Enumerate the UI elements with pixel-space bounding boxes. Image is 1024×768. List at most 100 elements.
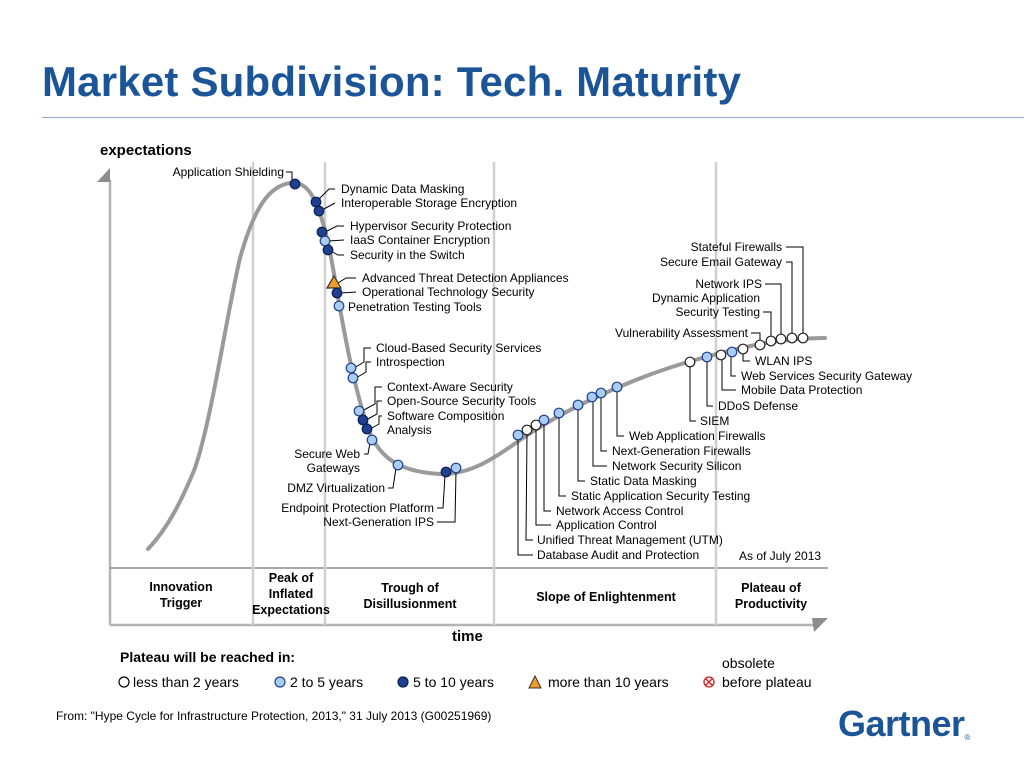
- phase-innovation-trigger: Innovation Trigger: [149, 580, 212, 610]
- label-network-access-control: Network Access Control: [556, 504, 683, 518]
- leader-network-security-silicon: [592, 401, 607, 467]
- marker-interoperable-storage-encryption: [313, 205, 325, 217]
- leader-static-application-security-testing: [558, 417, 566, 497]
- marker-software-composition-analysis: [361, 423, 373, 435]
- label-static-data-masking: Static Data Masking: [590, 474, 697, 488]
- leader-web-services-security-gateway: [730, 356, 736, 377]
- marker-static-application-security-testing: [553, 407, 565, 419]
- label-application-control: Application Control: [556, 518, 657, 532]
- marker-hypervisor-security-protection: [316, 226, 328, 238]
- x-axis-arrow: [812, 618, 828, 632]
- label-dynamic-data-masking: Dynamic Data Masking: [341, 182, 464, 196]
- marker-web-services-security-gateway: [726, 346, 738, 358]
- leader-introspection: [355, 361, 371, 379]
- label-network-security-silicon: Network Security Silicon: [612, 459, 741, 473]
- leader-interoperable-storage-encryption: [321, 202, 336, 211]
- legend-label-obsolete: obsolete: [722, 655, 775, 671]
- technology-markers: [289, 178, 809, 478]
- legend-label-5-to-10: 5 to 10 years: [413, 674, 494, 690]
- y-axis-arrow: [97, 168, 110, 182]
- x-axis-title: time: [452, 628, 483, 645]
- leader-cloud-based-security-services: [353, 347, 371, 369]
- legend-label-2-to-5: 2 to 5 years: [290, 674, 363, 690]
- label-wlan-ips: WLAN IPS: [755, 354, 812, 368]
- leader-endpoint-protection-platform: [437, 474, 446, 509]
- technology-labels: Application Shielding Dynamic Data Maskin…: [173, 165, 913, 562]
- marker-next-generation-firewalls: [595, 387, 607, 399]
- marker-siem: [684, 356, 696, 368]
- label-dynamic-application-security-testing: Dynamic Application Security Testing: [652, 291, 760, 319]
- leader-application-shielding: [286, 171, 293, 182]
- label-iaas-container-encryption: IaaS Container Encryption: [350, 233, 490, 247]
- leader-web-application-firewalls: [616, 391, 624, 437]
- leader-network-ips: [765, 283, 782, 335]
- leader-advanced-threat-detection-appliances: [337, 277, 356, 284]
- leader-security-in-the-switch: [330, 250, 344, 256]
- marker-network-ips: [775, 333, 787, 345]
- marker-dynamic-data-masking: [310, 196, 322, 208]
- leader-dmz-virtualization: [388, 467, 397, 489]
- label-security-in-the-switch: Security in the Switch: [350, 248, 465, 262]
- title-divider: [42, 117, 1024, 118]
- marker-introspection: [347, 372, 359, 384]
- label-dmz-virtualization: DMZ Virtualization: [287, 481, 385, 495]
- label-secure-email-gateway: Secure Email Gateway: [660, 255, 782, 269]
- marker-web-application-firewalls: [611, 381, 623, 393]
- marker-database-audit-and-protection: [512, 429, 524, 441]
- label-network-ips: Network IPS: [695, 277, 762, 291]
- phase-labels: Innovation Trigger Peak of Inflated Expecta…: [149, 571, 807, 617]
- axes: [97, 168, 828, 632]
- leader-iaas-container-encryption: [327, 239, 345, 242]
- phase-peak: Peak of Inflated Expectations: [252, 571, 330, 617]
- legend-marker-more-than-10: [528, 674, 542, 689]
- marker-vulnerability-assessment: [754, 339, 766, 351]
- marker-advanced-threat-detection-appliances: [325, 274, 343, 289]
- label-stateful-firewalls: Stateful Firewalls: [691, 240, 782, 254]
- leader-secure-web-gateways: [364, 442, 371, 455]
- legend-label-before-plateau: before plateau: [722, 674, 812, 690]
- label-web-application-firewalls: Web Application Firewalls: [629, 429, 766, 443]
- marker-context-aware-security: [353, 405, 365, 417]
- marker-security-in-the-switch: [322, 244, 334, 256]
- leader-software-composition-analysis: [369, 415, 382, 430]
- leader-dynamic-application-security-testing: [763, 311, 772, 337]
- marker-network-security-silicon: [586, 391, 598, 403]
- legend-heading: Plateau will be reached in:: [120, 649, 295, 665]
- label-vulnerability-assessment: Vulnerability Assessment: [615, 326, 749, 340]
- legend-marker-5-to-10: [397, 676, 409, 688]
- label-hypervisor-security-protection: Hypervisor Security Protection: [350, 219, 511, 233]
- leader-network-access-control: [543, 424, 551, 512]
- label-ddos-defense: DDoS Defense: [718, 399, 798, 413]
- label-siem: SIEM: [700, 414, 729, 428]
- page-title: Market Subdivision: Tech. Maturity: [42, 58, 742, 105]
- label-static-application-security-testing: Static Application Security Testing: [571, 489, 750, 503]
- hype-cycle-chart: expectations time As of July 2013 Innova…: [97, 142, 913, 690]
- leader-database-audit-and-protection: [517, 439, 533, 556]
- leader-next-generation-firewalls: [600, 397, 607, 452]
- legend: Plateau will be reached in: less than 2 …: [118, 649, 812, 690]
- marker-ddos-defense: [701, 351, 713, 363]
- label-database-audit-and-protection: Database Audit and Protection: [537, 548, 699, 562]
- label-advanced-threat-detection-appliances: Advanced Threat Detection Appliances: [362, 271, 569, 285]
- label-interoperable-storage-encryption: Interoperable Storage Encryption: [341, 196, 517, 210]
- leader-ddos-defense: [706, 361, 713, 407]
- leader-siem: [689, 366, 696, 422]
- y-axis-title: expectations: [100, 142, 192, 159]
- leader-vulnerability-assessment: [751, 332, 761, 341]
- leader-operational-technology-security: [340, 291, 357, 294]
- marker-dynamic-application-security-testing: [765, 335, 777, 347]
- label-application-shielding: Application Shielding: [173, 165, 284, 179]
- label-next-generation-firewalls: Next-Generation Firewalls: [612, 444, 751, 458]
- marker-cloud-based-security-services: [345, 362, 357, 374]
- label-software-composition-analysis: Software Composition Analysis: [387, 409, 504, 437]
- legend-marker-less-than-2: [118, 676, 130, 688]
- leader-static-data-masking: [577, 409, 585, 482]
- label-endpoint-protection-platform: Endpoint Protection Platform: [281, 501, 434, 515]
- marker-dmz-virtualization: [392, 459, 404, 471]
- legend-label-more-than-10: more than 10 years: [548, 674, 669, 690]
- marker-application-shielding: [289, 178, 301, 190]
- marker-network-access-control: [538, 414, 550, 426]
- label-introspection: Introspection: [376, 355, 445, 369]
- label-next-generation-ips: Next-Generation IPS: [323, 515, 434, 529]
- marker-penetration-testing-tools: [333, 300, 345, 312]
